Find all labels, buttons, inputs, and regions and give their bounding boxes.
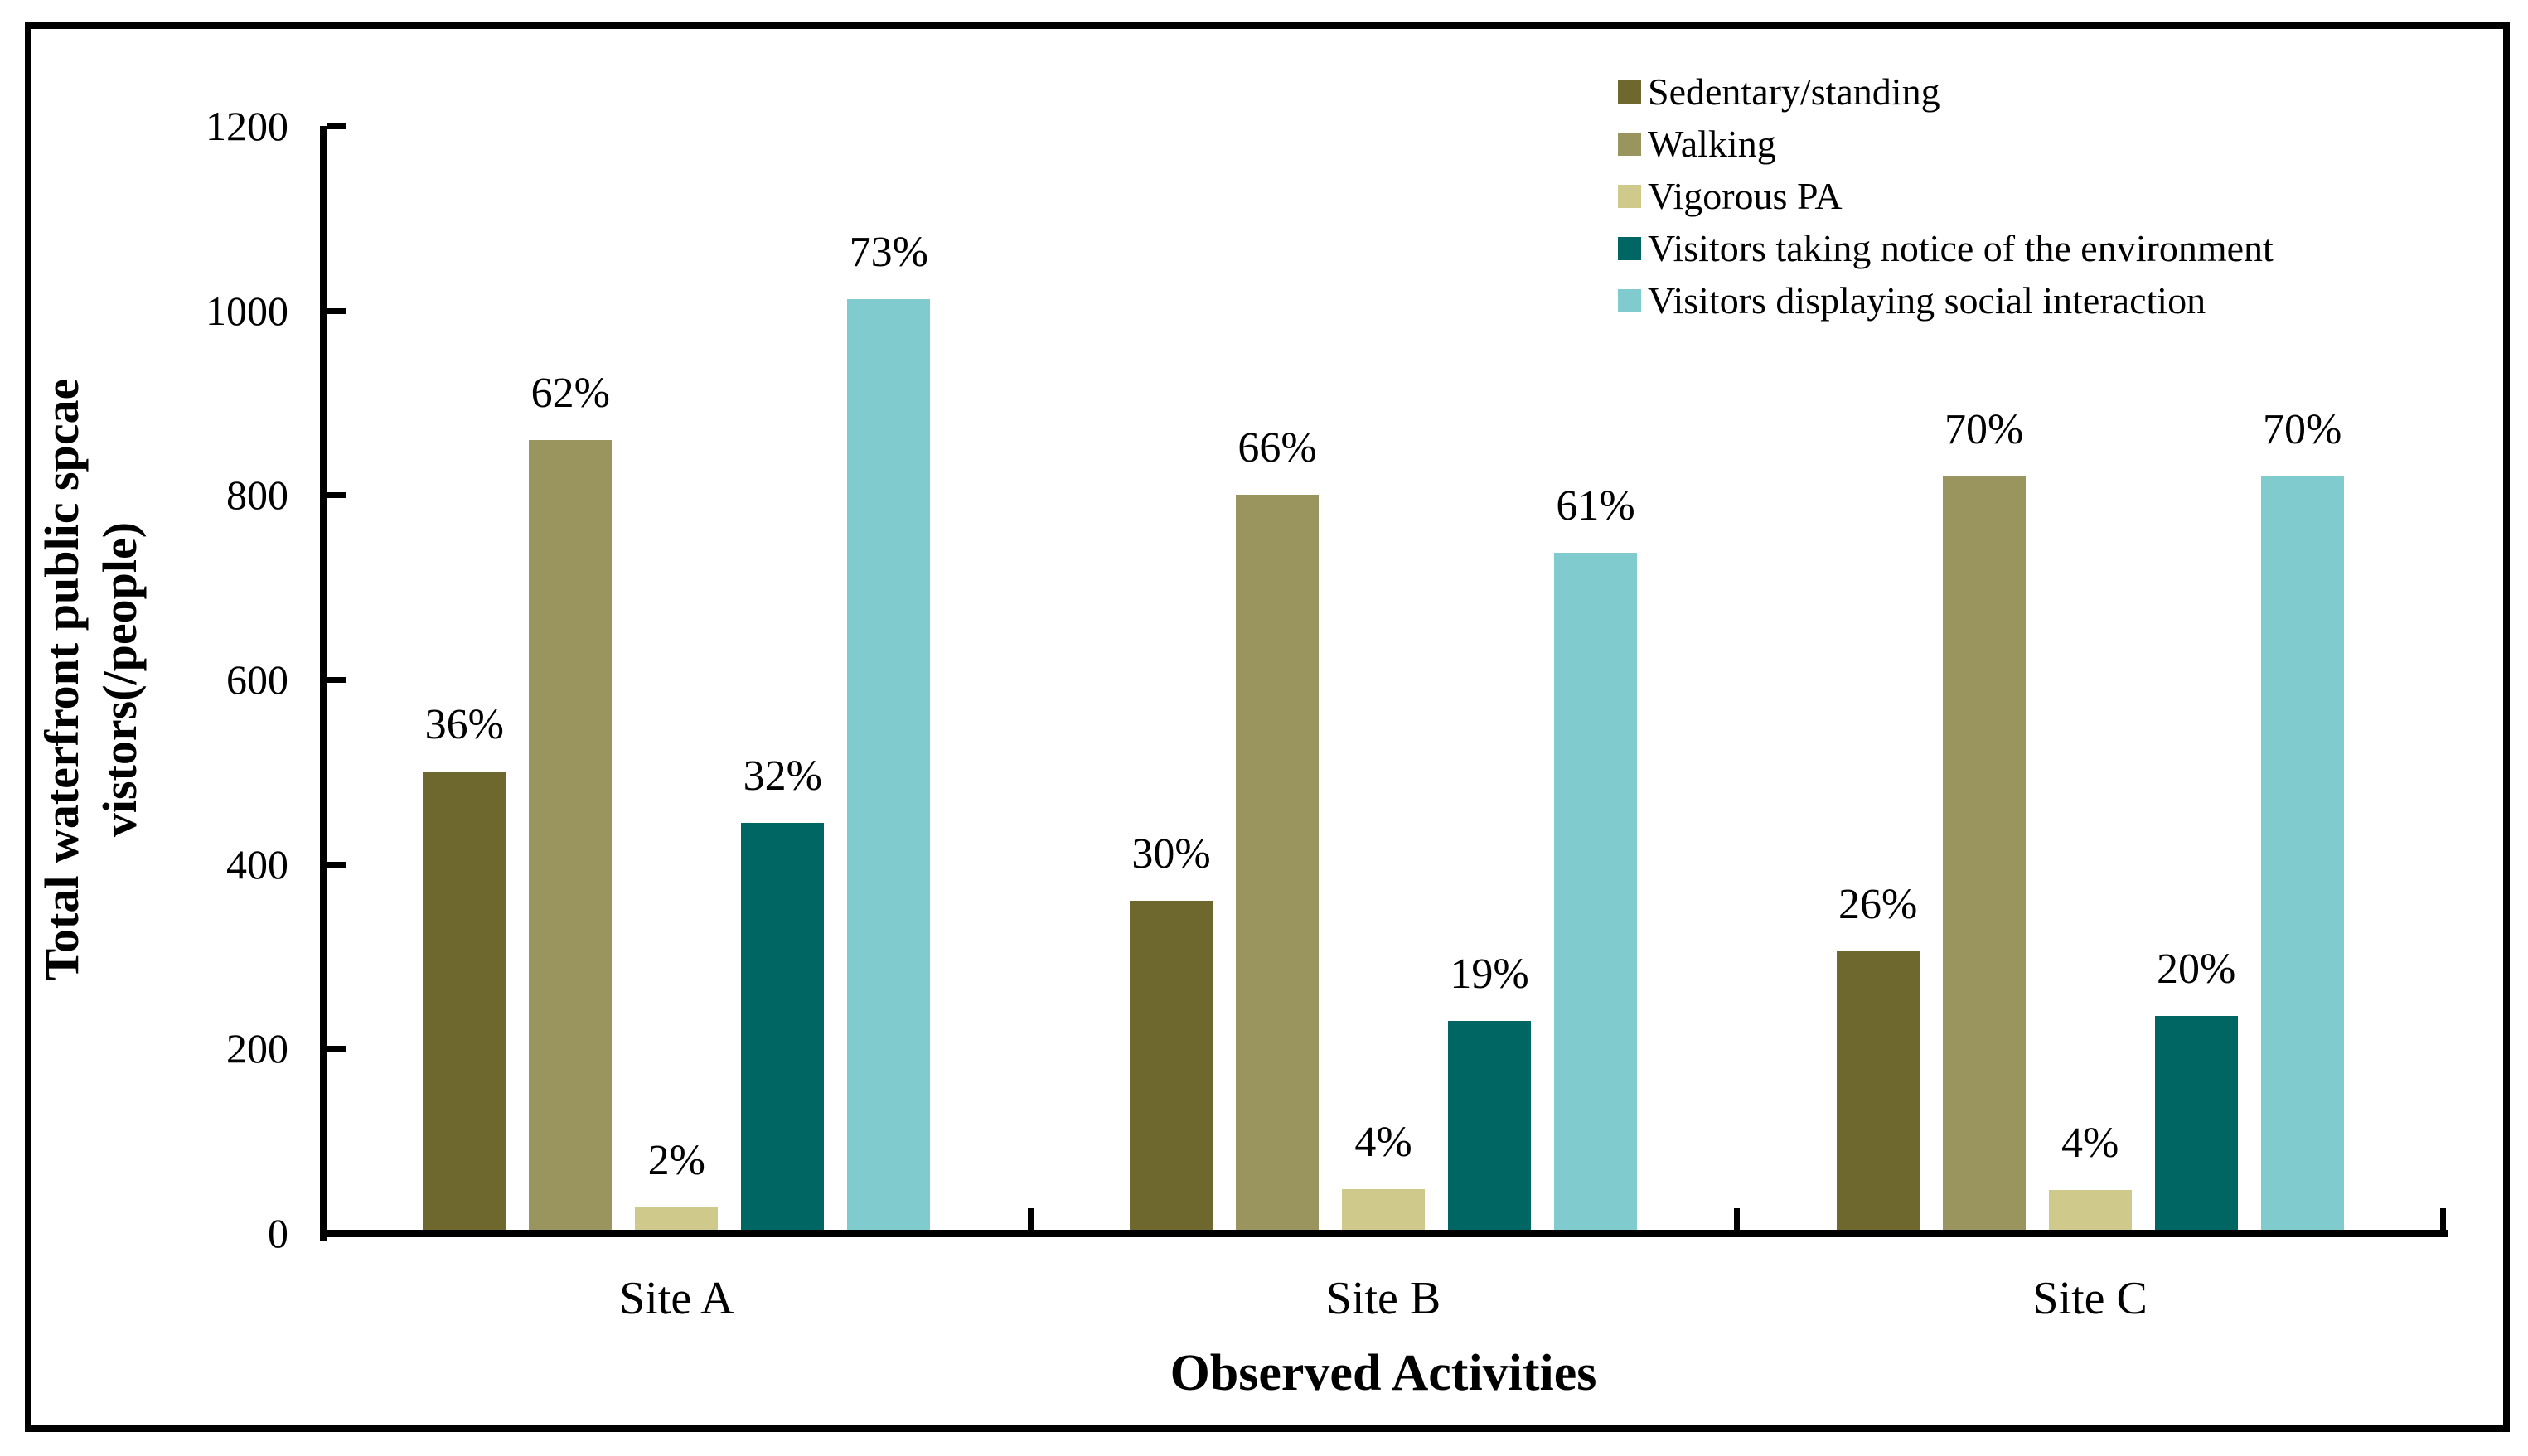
y-tick bbox=[327, 1046, 346, 1052]
bar-site-a-s4 bbox=[741, 822, 825, 1233]
y-axis-title-line1: Total waterfront public spcae bbox=[35, 378, 89, 981]
bar-percent-label: 30% bbox=[1131, 830, 1211, 878]
bar-percent-label: 32% bbox=[743, 752, 822, 800]
legend-item: Sedentary/standing bbox=[1618, 65, 2274, 118]
legend-item: Vigorous PA bbox=[1618, 170, 2274, 222]
legend: Sedentary/standing Walking Vigorous PA Visi… bbox=[1618, 65, 2274, 327]
y-tick-label: 600 bbox=[226, 656, 288, 703]
bar-site-b-s4 bbox=[1448, 1020, 1531, 1233]
legend-label: Walking bbox=[1648, 122, 1776, 165]
bar-site-c-s2 bbox=[1942, 476, 2026, 1233]
legend-label: Visitors displaying social interaction bbox=[1648, 278, 2206, 322]
y-tick bbox=[327, 123, 346, 129]
y-tick-label: 800 bbox=[226, 472, 288, 519]
y-axis-line bbox=[320, 126, 327, 1241]
bar-percent-label: 36% bbox=[424, 701, 504, 749]
bar-percent-label: 26% bbox=[1838, 881, 1918, 929]
y-tick-label: 200 bbox=[226, 1025, 288, 1072]
bar-site-b-s5 bbox=[1554, 553, 1637, 1233]
bar-site-a-s1 bbox=[423, 772, 506, 1233]
category-label-site-a: Site A bbox=[619, 1273, 734, 1324]
legend-swatch-icon bbox=[1618, 184, 1641, 208]
bar-percent-label: 73% bbox=[849, 229, 928, 277]
legend-swatch-icon bbox=[1618, 80, 1641, 104]
y-tick-label: 1000 bbox=[206, 287, 288, 334]
bar-site-c-s5 bbox=[2260, 476, 2344, 1233]
bar-site-a-s2 bbox=[529, 439, 613, 1233]
y-tick bbox=[327, 492, 346, 499]
legend-swatch-icon bbox=[1618, 132, 1641, 156]
x-axis-line bbox=[320, 1230, 2448, 1237]
y-tick-label: 1200 bbox=[206, 103, 288, 149]
bar-site-b-s3 bbox=[1342, 1188, 1425, 1233]
y-tick-label: 400 bbox=[226, 840, 288, 888]
bar-site-a-s3 bbox=[635, 1207, 719, 1233]
bar-percent-label: 20% bbox=[2156, 946, 2236, 994]
legend-item: Visitors displaying social interaction bbox=[1618, 274, 2274, 327]
legend-swatch-icon bbox=[1618, 236, 1641, 260]
legend-swatch-icon bbox=[1618, 288, 1641, 312]
legend-label: Sedentary/standing bbox=[1648, 70, 1940, 113]
y-tick bbox=[327, 861, 346, 868]
legend-item: Visitors taking notice of the environmen… bbox=[1618, 222, 2274, 274]
bar-percent-label: 2% bbox=[647, 1136, 705, 1184]
category-label-site-c: Site C bbox=[2032, 1273, 2148, 1324]
y-tick bbox=[327, 307, 346, 314]
bar-site-c-s3 bbox=[2048, 1189, 2132, 1233]
legend-label: Visitors taking notice of the environmen… bbox=[1648, 226, 2274, 269]
bar-percent-label: 61% bbox=[1556, 482, 1635, 530]
x-axis-title: Observed Activities bbox=[1170, 1345, 1597, 1401]
y-tick-label: 0 bbox=[268, 1210, 288, 1256]
x-tick bbox=[1027, 1208, 1034, 1233]
bar-percent-label: 19% bbox=[1450, 950, 1529, 998]
bar-percent-label: 66% bbox=[1237, 424, 1317, 472]
category-label-site-b: Site B bbox=[1325, 1273, 1441, 1324]
bar-site-b-s1 bbox=[1130, 901, 1213, 1233]
bar-percent-label: 70% bbox=[1944, 406, 2024, 454]
bar-percent-label: 70% bbox=[2262, 406, 2342, 454]
x-axis-end-tick bbox=[2440, 1208, 2446, 1233]
legend-label: Vigorous PA bbox=[1648, 174, 1843, 217]
bar-percent-label: 62% bbox=[530, 369, 610, 417]
x-tick bbox=[1734, 1208, 1741, 1233]
bar-site-b-s2 bbox=[1236, 495, 1319, 1233]
y-tick bbox=[327, 677, 346, 683]
bar-site-a-s5 bbox=[847, 299, 931, 1233]
bar-percent-label: 4% bbox=[2061, 1119, 2119, 1167]
bar-percent-label: 4% bbox=[1354, 1118, 1412, 1166]
legend-item: Walking bbox=[1618, 118, 2274, 170]
bar-site-c-s4 bbox=[2154, 1016, 2238, 1233]
bar-site-c-s1 bbox=[1836, 951, 1920, 1233]
